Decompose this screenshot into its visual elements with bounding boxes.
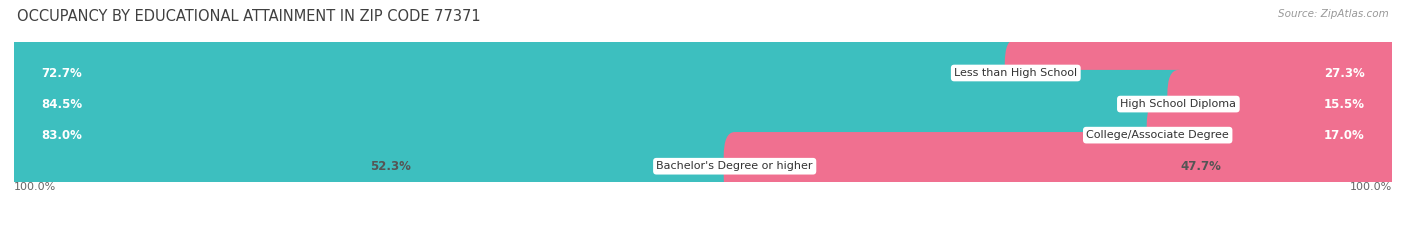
Bar [14,58,1392,89]
FancyBboxPatch shape [1167,70,1403,138]
Text: 83.0%: 83.0% [42,129,83,142]
Text: 52.3%: 52.3% [370,160,411,173]
Text: 72.7%: 72.7% [42,66,83,79]
Text: 47.7%: 47.7% [1181,160,1222,173]
FancyBboxPatch shape [724,132,1403,200]
Text: Less than High School: Less than High School [955,68,1077,78]
Text: Bachelor's Degree or higher: Bachelor's Degree or higher [657,161,813,171]
Text: Source: ZipAtlas.com: Source: ZipAtlas.com [1278,9,1389,19]
FancyBboxPatch shape [3,101,1168,169]
Bar [14,120,1392,151]
FancyBboxPatch shape [1005,39,1403,107]
Text: 27.3%: 27.3% [1323,66,1364,79]
Text: College/Associate Degree: College/Associate Degree [1087,130,1229,140]
Text: OCCUPANCY BY EDUCATIONAL ATTAINMENT IN ZIP CODE 77371: OCCUPANCY BY EDUCATIONAL ATTAINMENT IN Z… [17,9,481,24]
Legend: Owner-occupied, Renter-occupied: Owner-occupied, Renter-occupied [576,230,830,233]
FancyBboxPatch shape [1147,101,1403,169]
FancyBboxPatch shape [3,70,1189,138]
Text: 100.0%: 100.0% [14,182,56,192]
Text: 100.0%: 100.0% [1350,182,1392,192]
Bar [14,151,1392,182]
Text: 84.5%: 84.5% [42,98,83,111]
FancyBboxPatch shape [3,39,1026,107]
FancyBboxPatch shape [3,132,745,200]
Bar [14,89,1392,120]
Text: 17.0%: 17.0% [1323,129,1364,142]
Text: 15.5%: 15.5% [1323,98,1364,111]
Text: High School Diploma: High School Diploma [1121,99,1236,109]
